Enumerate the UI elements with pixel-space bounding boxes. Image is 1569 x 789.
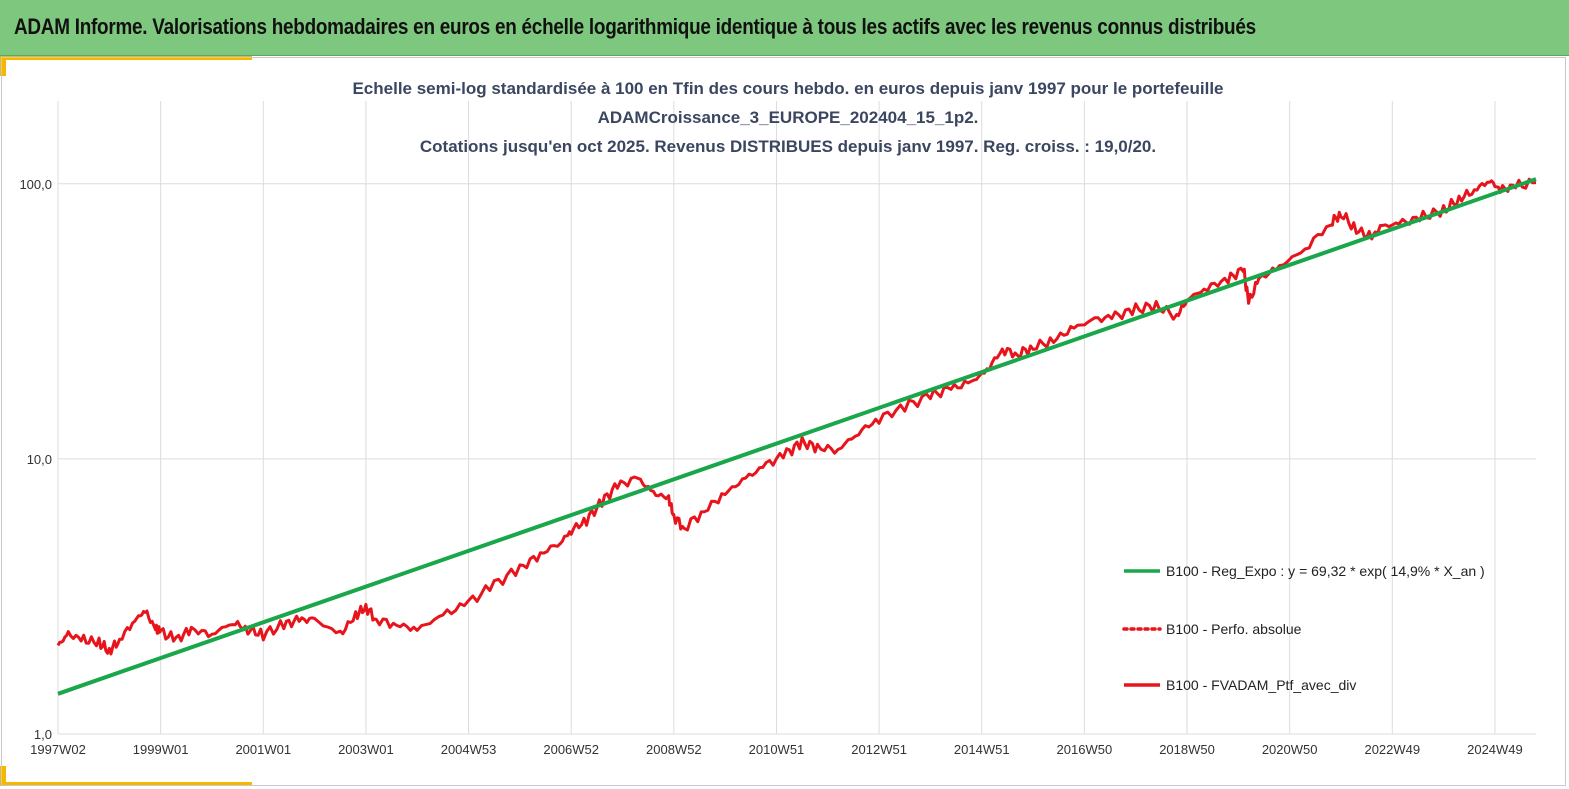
chart-title-line-1: Echelle semi-log standardisée à 100 en T… (352, 79, 1223, 98)
x-tick-label: 2016W50 (1057, 742, 1113, 757)
chart-frame (1, 57, 1566, 786)
chart-title-line-3: Cotations jusqu'en oct 2025. Revenus DIS… (420, 137, 1156, 156)
accent-corner-bottom (0, 766, 6, 786)
series-line-regression (57, 177, 1537, 696)
legend: B100 - Reg_Expo : y = 69,32 * exp( 14,9%… (1122, 563, 1485, 693)
chart-title-line-2: ADAMCroissance_3_EUROPE_202404_15_1p2. (598, 108, 979, 127)
x-tick-label: 2004W53 (441, 742, 497, 757)
x-tick-label: 2010W51 (749, 742, 805, 757)
y-tick-label: 1,0 (34, 727, 52, 742)
banner-title: ADAM Informe. Valorisations hebdomadaire… (14, 14, 1256, 39)
accent-bar-top (0, 56, 252, 60)
x-tick-label: 2022W49 (1364, 742, 1420, 757)
axis-labels: 1997W02 1999W01 2001W01 2003W01 2004W53 2006W… (19, 177, 1522, 757)
x-tick-label: 1999W01 (133, 742, 189, 757)
x-tick-label: 1997W02 (30, 742, 86, 757)
x-tick-label: 2024W49 (1467, 742, 1523, 757)
x-tick-label: 2020W50 (1262, 742, 1318, 757)
x-tick-label: 2008W52 (646, 742, 702, 757)
accent-bar-bottom (0, 782, 252, 786)
x-tick-label: 2012W51 (851, 742, 907, 757)
x-tick-label: 2014W51 (954, 742, 1010, 757)
x-tick-label: 2001W01 (235, 742, 291, 757)
accent-corner-top (0, 56, 6, 76)
x-tick-label: 2003W01 (338, 742, 394, 757)
legend-label: B100 - Perfo. absolue (1166, 621, 1302, 637)
header-banner: ADAM Informe. Valorisations hebdomadaire… (0, 0, 1569, 56)
series-layer (56, 177, 1537, 696)
y-tick-label: 100,0 (19, 177, 52, 192)
y-tick-label: 10,0 (27, 452, 52, 467)
legend-label: B100 - Reg_Expo : y = 69,32 * exp( 14,9%… (1166, 563, 1485, 579)
gridlines (57, 101, 1536, 735)
x-tick-label: 2006W52 (543, 742, 599, 757)
series-line-portfolio (56, 177, 1537, 656)
legend-label: B100 - FVADAM_Ptf_avec_div (1166, 677, 1356, 693)
x-tick-label: 2018W50 (1159, 742, 1215, 757)
